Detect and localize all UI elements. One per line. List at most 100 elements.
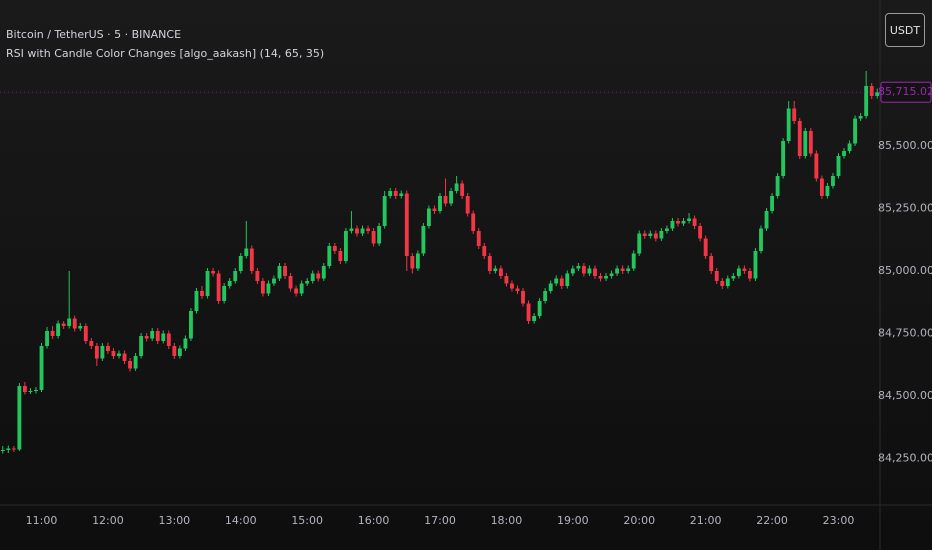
candle-body bbox=[338, 251, 343, 261]
candle-body bbox=[548, 283, 553, 291]
candle-body bbox=[277, 266, 282, 279]
candle-body bbox=[388, 191, 393, 196]
candle-body bbox=[736, 268, 741, 276]
candle-body bbox=[432, 208, 437, 211]
candle-body bbox=[598, 276, 603, 279]
candle-body bbox=[443, 196, 448, 204]
candle-body bbox=[786, 108, 791, 141]
candle-body bbox=[604, 276, 608, 279]
candle-body bbox=[454, 183, 459, 191]
candle-body bbox=[808, 131, 813, 154]
candle-body bbox=[22, 386, 27, 392]
candle-body bbox=[781, 141, 786, 176]
candle-body bbox=[283, 266, 287, 276]
candle-body bbox=[775, 176, 780, 196]
candle-body bbox=[504, 276, 509, 284]
candle-body bbox=[742, 268, 747, 271]
candle-body bbox=[122, 353, 127, 361]
candle-body bbox=[410, 256, 415, 269]
candle-body bbox=[56, 323, 61, 336]
candle-body bbox=[692, 218, 697, 226]
candle-body bbox=[609, 273, 614, 276]
candle-body bbox=[233, 271, 238, 281]
candle-body bbox=[709, 256, 714, 271]
candle-body bbox=[570, 268, 575, 274]
candle-body bbox=[83, 326, 88, 341]
candle-body bbox=[554, 278, 559, 284]
y-tick-label: 85,000.00 bbox=[878, 264, 932, 277]
currency-button[interactable]: USDT bbox=[885, 13, 925, 47]
candle-body bbox=[487, 256, 492, 271]
candle-body bbox=[133, 356, 138, 369]
candle-body bbox=[161, 333, 166, 341]
x-tick-label: 15:00 bbox=[291, 514, 323, 527]
candle-body bbox=[305, 281, 310, 284]
candle-body bbox=[100, 346, 105, 359]
candle-body bbox=[593, 268, 597, 276]
candle-body bbox=[426, 208, 431, 226]
x-tick-label: 20:00 bbox=[623, 514, 655, 527]
candle-body bbox=[858, 116, 863, 119]
candle-body bbox=[67, 318, 72, 326]
candle-body bbox=[642, 233, 647, 236]
candle-body bbox=[260, 281, 265, 294]
x-tick-label: 13:00 bbox=[158, 514, 190, 527]
candle-body bbox=[797, 121, 802, 156]
candle-body bbox=[377, 226, 382, 244]
candle-body bbox=[238, 256, 243, 271]
candle-body bbox=[770, 196, 775, 211]
candle-body bbox=[371, 231, 376, 244]
candle-body bbox=[831, 176, 835, 186]
candle-body bbox=[316, 273, 321, 279]
candle-body bbox=[698, 226, 703, 239]
candle-body bbox=[299, 283, 304, 294]
candle-body bbox=[393, 191, 398, 196]
candle-body bbox=[45, 331, 49, 346]
y-tick-label: 84,750.00 bbox=[878, 327, 932, 340]
candle-body bbox=[559, 278, 564, 286]
candle-body bbox=[471, 213, 476, 231]
candle-body bbox=[189, 311, 193, 339]
candle-body bbox=[111, 351, 116, 356]
x-tick-label: 12:00 bbox=[92, 514, 124, 527]
candle-body bbox=[327, 246, 332, 266]
y-tick-label: 84,250.00 bbox=[878, 452, 932, 465]
candle-body bbox=[465, 196, 470, 214]
candle-body bbox=[332, 246, 337, 251]
candle-body bbox=[61, 323, 66, 326]
candle-body bbox=[222, 286, 227, 301]
candle-body bbox=[150, 331, 155, 339]
candle-body bbox=[117, 353, 121, 356]
candle-body bbox=[626, 268, 631, 271]
candle-body bbox=[200, 291, 204, 296]
candle-body bbox=[792, 108, 797, 121]
candle-body bbox=[34, 390, 38, 391]
candle-body bbox=[139, 336, 144, 356]
candle-body bbox=[664, 228, 669, 231]
candle-body bbox=[653, 233, 658, 239]
candle-body bbox=[183, 338, 188, 349]
candle-body bbox=[842, 151, 846, 156]
candle-body bbox=[449, 191, 454, 204]
candle-body bbox=[875, 92, 880, 96]
candle-body bbox=[687, 218, 691, 221]
candle-body bbox=[244, 248, 249, 256]
candle-body bbox=[321, 266, 326, 279]
candle-body bbox=[78, 326, 83, 329]
candle-body bbox=[565, 273, 570, 286]
candle-body bbox=[510, 283, 514, 289]
candle-body bbox=[521, 291, 525, 304]
candle-body bbox=[576, 266, 581, 269]
candle-body bbox=[0, 450, 5, 451]
candle-body bbox=[659, 231, 664, 239]
candle-body bbox=[637, 233, 642, 254]
candle-body bbox=[526, 303, 531, 321]
candle-body bbox=[864, 86, 869, 116]
candle-body bbox=[17, 386, 22, 450]
candle-body bbox=[343, 231, 348, 261]
candle-body bbox=[349, 228, 354, 231]
candle-body bbox=[460, 183, 465, 196]
candle-body bbox=[703, 238, 708, 256]
